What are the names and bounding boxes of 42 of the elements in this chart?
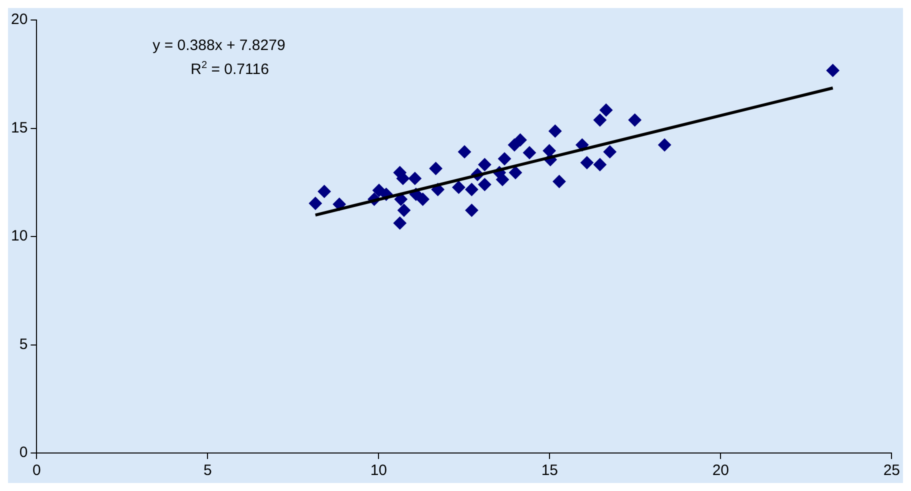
- point: [514, 133, 527, 146]
- point: [580, 156, 594, 170]
- x-tick-label: 0: [32, 462, 41, 480]
- point: [465, 204, 478, 217]
- point: [593, 158, 606, 172]
- point: [393, 216, 406, 230]
- point: [522, 146, 536, 160]
- point: [308, 196, 322, 210]
- point: [465, 183, 478, 196]
- point: [394, 192, 408, 206]
- point: [408, 172, 422, 185]
- point: [508, 166, 522, 180]
- point: [603, 145, 616, 158]
- y-tick-label: 5: [19, 336, 28, 353]
- x-tick-label: 5: [204, 462, 212, 480]
- y-tick-label: 15: [10, 119, 28, 136]
- x-tick-label: 10: [370, 462, 388, 480]
- point: [552, 175, 566, 188]
- point: [498, 152, 512, 166]
- point: [429, 162, 442, 176]
- point: [628, 114, 642, 127]
- x-tick-label: 20: [712, 462, 730, 480]
- point: [478, 178, 492, 192]
- point: [318, 184, 331, 198]
- point: [548, 124, 562, 138]
- point: [826, 64, 840, 77]
- annotation: y = 0.388x + 7.8279: [152, 37, 286, 54]
- point: [416, 192, 430, 206]
- y-tick-label: 10: [10, 228, 28, 245]
- point: [478, 158, 492, 172]
- point: [332, 198, 346, 211]
- y-tick-label: 0: [19, 444, 28, 462]
- point: [496, 173, 509, 186]
- y-tick-label: 20: [10, 11, 28, 28]
- x-tick-label: 15: [541, 462, 558, 480]
- point: [658, 138, 672, 152]
- point: [600, 104, 613, 117]
- point: [397, 204, 410, 217]
- point: [452, 180, 466, 194]
- x-tick-label: 25: [883, 462, 900, 480]
- point: [458, 145, 472, 158]
- point: [593, 114, 606, 127]
